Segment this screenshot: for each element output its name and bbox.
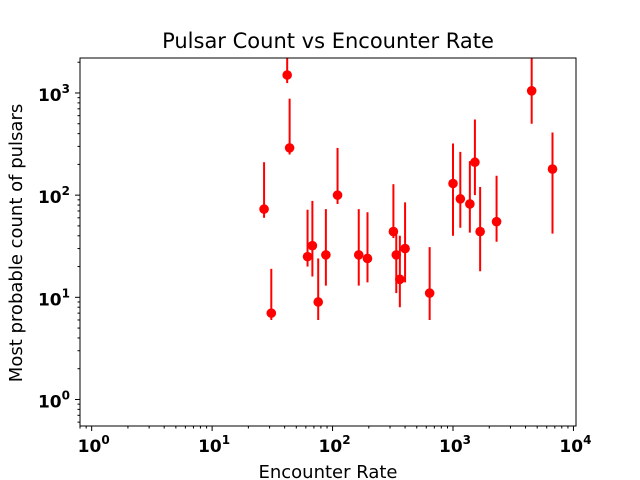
plot-area xyxy=(259,58,558,320)
data-point xyxy=(395,274,405,285)
data-point xyxy=(475,226,485,237)
data-point xyxy=(332,190,343,200)
data-point xyxy=(259,204,269,214)
data-point xyxy=(455,194,466,204)
data-point xyxy=(388,226,399,237)
data-point xyxy=(465,199,475,209)
y-axis-ticks: 100 101 102 103 xyxy=(38,61,80,423)
data-point xyxy=(353,250,364,260)
x-axis-ticks: 100 101 102 103 104 xyxy=(78,426,591,457)
data-point xyxy=(470,157,480,168)
tick-label: 104 xyxy=(559,433,591,457)
data-point xyxy=(302,251,313,262)
data-point xyxy=(400,243,410,254)
data-point xyxy=(547,164,558,174)
tick-label: 101 xyxy=(198,433,230,457)
data-point xyxy=(321,250,331,260)
tick-label: 103 xyxy=(38,82,70,106)
y-axis-label: Most probable count of pulsars xyxy=(6,104,27,382)
data-point xyxy=(448,178,458,189)
data-point xyxy=(526,86,537,96)
data-point xyxy=(313,297,324,307)
chart-title: Pulsar Count vs Encounter Rate xyxy=(162,29,494,53)
tick-label: 102 xyxy=(38,184,70,208)
data-point xyxy=(362,253,373,264)
x-axis-label: Encounter Rate xyxy=(258,462,397,480)
tick-label: 100 xyxy=(38,388,70,412)
data-point xyxy=(424,288,435,298)
data-point xyxy=(284,143,295,153)
data-point xyxy=(282,70,292,80)
data-point xyxy=(266,308,277,318)
plot-frame xyxy=(79,57,577,427)
tick-label: 102 xyxy=(319,433,351,457)
data-point xyxy=(307,240,318,251)
tick-label: 100 xyxy=(78,433,110,457)
data-point xyxy=(491,216,502,227)
tick-label: 101 xyxy=(38,286,70,310)
data-point xyxy=(391,250,402,260)
tick-label: 103 xyxy=(439,433,471,457)
data-markers xyxy=(259,70,558,318)
